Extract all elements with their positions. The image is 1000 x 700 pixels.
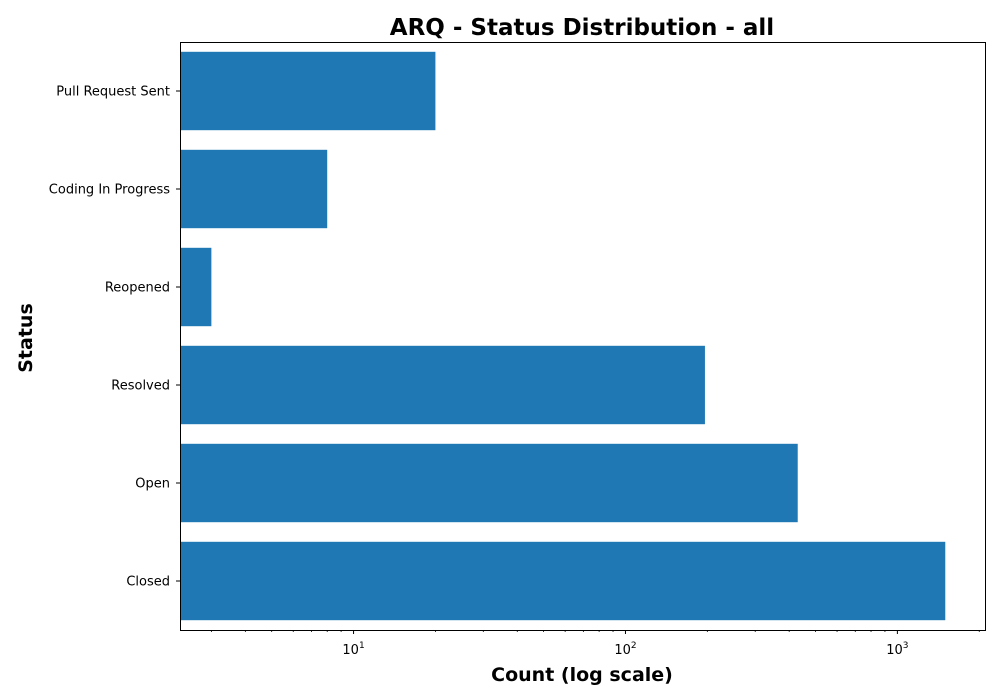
y-tick-label: Closed — [126, 575, 170, 590]
y-axis-ticks: Closed Open Resolved Reopened Coding In Prog… — [49, 85, 180, 590]
bar-coding-in-progress — [180, 149, 328, 229]
chart-title: ARQ - Status Distribution - all — [390, 15, 774, 41]
x-tick-label: 102 — [614, 641, 636, 658]
x-axis-ticks: 101 102 103 — [210, 630, 980, 658]
bar-open — [180, 443, 798, 523]
x-axis-label: Count (log scale) — [491, 664, 673, 686]
x-tick-label: 103 — [886, 641, 908, 658]
y-tick-label: Open — [135, 477, 170, 492]
y-tick-label: Coding In Progress — [49, 183, 170, 198]
y-tick-label: Pull Request Sent — [56, 85, 170, 100]
bar-resolved — [180, 345, 705, 425]
y-tick-label: Reopened — [105, 281, 170, 296]
bar-reopened — [180, 247, 212, 327]
bars — [180, 51, 946, 621]
y-axis-label: Status — [15, 303, 37, 373]
bar-closed — [180, 541, 946, 621]
x-tick-label: 101 — [342, 641, 364, 658]
plot-frame — [180, 42, 986, 631]
y-tick-label: Resolved — [111, 379, 170, 394]
bar-pull-request-sent — [180, 51, 436, 131]
